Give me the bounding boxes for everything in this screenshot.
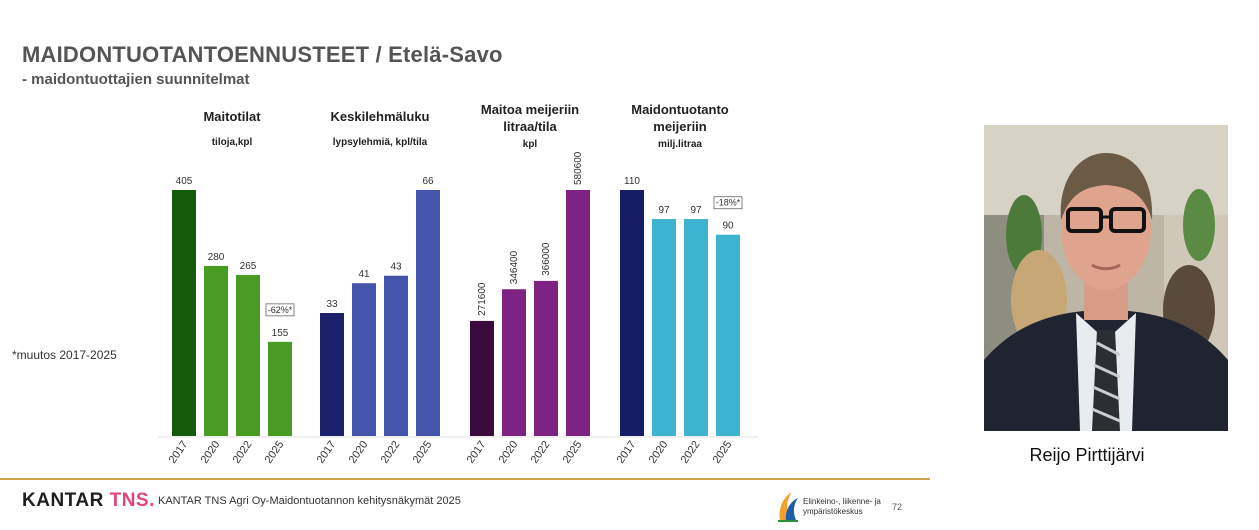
tick-label: 2020 xyxy=(497,439,521,466)
data-label: 280 xyxy=(208,252,225,263)
chart-title-line: Maitoa meijeriin xyxy=(481,102,579,117)
ely-text: Elinkeino-, liikenne- ja ympäristökeskus xyxy=(803,497,881,516)
chart-subtitle: kpl xyxy=(523,139,538,150)
bar xyxy=(502,289,526,436)
data-label: 580600 xyxy=(573,151,584,185)
chart-subtitle: lypsylehmiä, kpl/tila xyxy=(333,137,428,148)
bar xyxy=(716,234,740,436)
bar xyxy=(566,190,590,436)
tick-label: 2022 xyxy=(679,439,703,466)
page-number: 72 xyxy=(892,502,903,512)
bar xyxy=(236,275,260,436)
photo-caption: Reijo Pirttijärvi xyxy=(1029,445,1145,465)
tick-label: 2020 xyxy=(347,439,371,466)
kantar-logo: KANTAR TNS. xyxy=(22,490,155,511)
bar xyxy=(470,320,494,436)
page-title: MAIDONTUOTANTOENNUSTEET / Etelä-Savo xyxy=(22,42,503,67)
tick-label: 2022 xyxy=(231,439,255,466)
tick-label: 2022 xyxy=(529,439,553,466)
chart-title-line: meijeriin xyxy=(653,119,707,134)
data-label: 66 xyxy=(422,176,434,187)
ely-logo-icon xyxy=(778,492,798,522)
tick-label: 2025 xyxy=(411,439,435,466)
chart-title-line: Maidontuotanto xyxy=(631,102,729,117)
change-badge-box xyxy=(713,196,743,210)
tick-label: 2025 xyxy=(561,439,585,466)
tick-label: 2017 xyxy=(465,439,489,466)
bar xyxy=(416,190,440,436)
tick-label: 2020 xyxy=(199,439,223,466)
data-label: 43 xyxy=(390,262,402,273)
data-label: 405 xyxy=(176,176,193,187)
tick-label: 2017 xyxy=(315,439,339,466)
change-note: *muutos 2017-2025 xyxy=(12,348,117,362)
data-label: 271600 xyxy=(477,282,488,316)
data-label: 155 xyxy=(272,328,289,339)
change-badge: -62%* xyxy=(268,305,293,315)
footer-divider xyxy=(0,478,930,480)
change-badge: -18%* xyxy=(716,198,741,208)
chart-subtitle: tiloja,kpl xyxy=(212,137,253,148)
chart-subtitle: milj.litraa xyxy=(658,139,702,150)
data-label: 33 xyxy=(326,299,338,310)
data-label: 90 xyxy=(722,221,734,232)
tick-label: 2020 xyxy=(647,439,671,466)
bar xyxy=(684,219,708,436)
data-label: 41 xyxy=(358,269,370,280)
chart-title-line: Maitotilat xyxy=(203,109,261,124)
footer-text: KANTAR TNS Agri Oy-Maidontuotannon kehit… xyxy=(158,495,461,507)
bar xyxy=(172,190,196,436)
tick-label: 2025 xyxy=(263,439,287,466)
chart-area: Maitotilat tiloja,kpl 405 2017 280 2020 265 202… xyxy=(158,102,758,466)
chart-title-line: litraa/tila xyxy=(503,119,557,134)
data-label: 346400 xyxy=(509,250,520,284)
bar xyxy=(652,219,676,436)
tick-label: 2022 xyxy=(379,439,403,466)
tick-label: 2017 xyxy=(615,439,639,466)
bar xyxy=(320,313,344,436)
chart-title-line: Keskilehmäluku xyxy=(331,109,430,124)
data-label: 97 xyxy=(690,205,702,216)
change-badge-box xyxy=(265,303,295,317)
portrait-photo xyxy=(984,125,1228,431)
bar xyxy=(534,280,558,436)
bar xyxy=(268,341,292,436)
data-label: 97 xyxy=(658,205,670,216)
bar xyxy=(620,190,644,436)
bar xyxy=(384,275,408,436)
tick-label: 2025 xyxy=(711,439,735,466)
bar xyxy=(352,283,376,436)
tick-label: 2017 xyxy=(167,439,191,466)
data-label: 265 xyxy=(240,261,257,272)
bar xyxy=(204,265,228,436)
page-subtitle: - maidontuottajien suunnitelmat xyxy=(22,71,250,88)
data-label: 110 xyxy=(624,176,640,187)
data-label: 366000 xyxy=(541,242,552,276)
